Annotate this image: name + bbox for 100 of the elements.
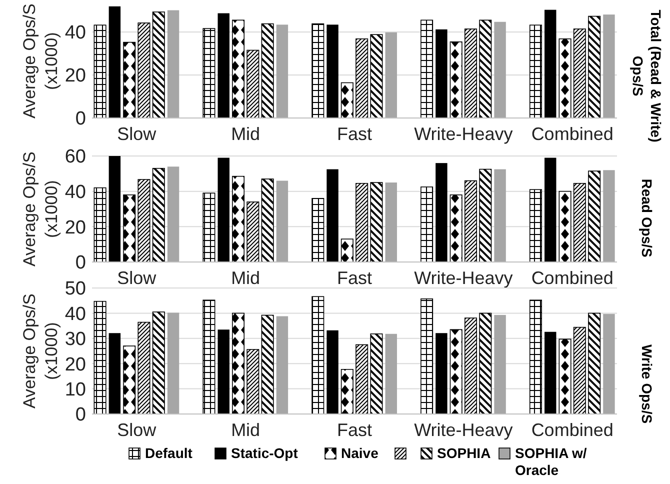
bar [152, 312, 165, 414]
y-tick-label: 0 [75, 404, 86, 426]
bar [370, 333, 383, 414]
bar [232, 312, 245, 414]
legend-label: SOPHIA w/ Oracle [515, 445, 587, 478]
bar [152, 12, 165, 118]
bar [108, 333, 121, 414]
x-tick-label: Write-Heavy [414, 420, 513, 440]
bar [450, 329, 462, 414]
bar [261, 23, 274, 118]
bar [123, 194, 136, 262]
x-tick-label: Slow [117, 268, 158, 288]
y-tick-label: 10 [64, 379, 86, 400]
bar [202, 28, 216, 118]
x-tick-label: Fast [336, 124, 372, 144]
y-tick-label: 30 [64, 329, 86, 350]
bar [436, 29, 448, 118]
bar [312, 198, 324, 262]
bar [544, 10, 556, 118]
bar [276, 316, 288, 414]
bar [558, 190, 572, 262]
y-tick-label: 0 [75, 252, 86, 274]
x-tick-label: Fast [336, 420, 372, 440]
bar [246, 202, 260, 262]
bar [603, 14, 615, 118]
y-tick-label: 20 [64, 354, 86, 376]
y-axis-title: Average Ops/S (x1000) [20, 294, 61, 408]
bar [420, 20, 434, 118]
bar [94, 187, 106, 262]
bar [123, 346, 136, 414]
x-tick-label: Mid [231, 268, 260, 288]
y2-axis-title: Write Ops/S [639, 344, 656, 424]
bar [94, 300, 106, 414]
bar [494, 169, 506, 262]
bar [326, 169, 338, 262]
bar [420, 298, 434, 414]
legend-label: Static-Opt [231, 445, 298, 461]
bar [276, 24, 288, 118]
y-tick-label: 20 [64, 66, 86, 87]
bar [385, 334, 397, 414]
bar [603, 170, 615, 262]
bar [494, 22, 506, 118]
bar [544, 158, 556, 262]
bar [464, 318, 478, 414]
x-tick-label: Mid [231, 124, 260, 144]
bar [312, 296, 324, 414]
y-tick-label: 0 [75, 108, 86, 130]
bar [573, 28, 586, 118]
bar [479, 312, 492, 414]
bar [246, 349, 260, 414]
y2-axis-title: Read Ops/S [639, 178, 656, 258]
bar [152, 168, 165, 262]
bar [370, 34, 383, 118]
bar [167, 312, 180, 414]
bar [261, 314, 274, 414]
bar [340, 238, 354, 262]
bar [588, 312, 601, 414]
x-tick-label: Slow [117, 420, 158, 440]
bar [436, 163, 448, 262]
bar [603, 314, 615, 414]
bar [261, 178, 274, 262]
bar [494, 314, 506, 414]
bar [588, 170, 601, 262]
x-tick-label: Combined [531, 268, 614, 288]
bar [479, 20, 492, 118]
bar [326, 24, 338, 118]
y-tick-label: 40 [64, 182, 86, 203]
bar [356, 344, 368, 414]
bar [326, 330, 338, 414]
y-tick-label: 40 [64, 304, 86, 325]
bar [108, 6, 121, 118]
y-tick-label: 40 [64, 22, 86, 44]
bar [202, 300, 216, 414]
bar [464, 28, 478, 118]
bar [356, 182, 368, 262]
y-tick-label: 60 [64, 146, 86, 168]
bar [232, 176, 245, 262]
bar [558, 38, 572, 118]
bar [436, 333, 448, 414]
bar [340, 82, 354, 118]
bar [544, 332, 556, 414]
y2-axis-title: Total (Read & Write) Ops/S [630, 10, 664, 142]
bar [138, 322, 150, 414]
bar [232, 20, 245, 118]
bar [218, 158, 230, 262]
y-tick-label: 50 [64, 278, 86, 300]
bar [529, 300, 542, 414]
bar [370, 182, 383, 262]
bar [356, 38, 368, 118]
x-tick-label: Combined [531, 420, 614, 440]
bar [529, 189, 542, 262]
bar [529, 24, 542, 118]
bar [573, 182, 586, 262]
bar [312, 23, 324, 118]
x-tick-label: Write-Heavy [414, 268, 513, 288]
legend-label: SOPHIA [437, 445, 491, 461]
x-tick-label: Write-Heavy [414, 124, 513, 144]
bar [218, 13, 230, 118]
bar [420, 186, 434, 262]
legend-label: Default [145, 445, 193, 461]
